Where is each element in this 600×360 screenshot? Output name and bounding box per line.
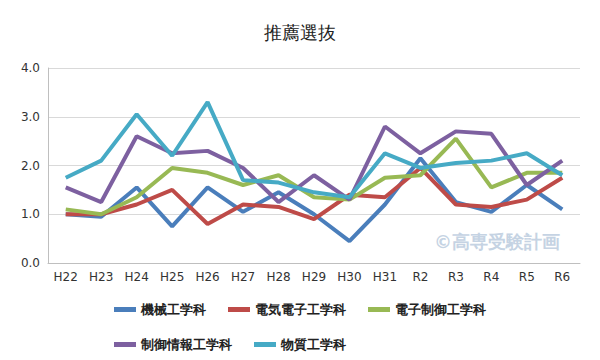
svg-text:H31: H31 bbox=[373, 270, 397, 284]
svg-text:0.0: 0.0 bbox=[21, 256, 40, 270]
svg-text:H27: H27 bbox=[231, 270, 255, 284]
svg-text:電子制御工学科: 電子制御工学科 bbox=[395, 302, 486, 317]
svg-text:2.0: 2.0 bbox=[21, 159, 40, 173]
svg-text:R6: R6 bbox=[554, 270, 570, 284]
svg-text:制御情報工学科: 制御情報工学科 bbox=[140, 337, 232, 352]
svg-text:H28: H28 bbox=[266, 270, 290, 284]
svg-text:H24: H24 bbox=[125, 270, 149, 284]
svg-text:推薦選抜: 推薦選抜 bbox=[264, 22, 336, 43]
svg-text:H29: H29 bbox=[302, 270, 326, 284]
svg-text:R2: R2 bbox=[412, 270, 428, 284]
svg-text:電気電子工学科: 電気電子工学科 bbox=[255, 302, 346, 317]
svg-text:R4: R4 bbox=[483, 270, 499, 284]
svg-text:H30: H30 bbox=[337, 270, 361, 284]
svg-text:R3: R3 bbox=[448, 270, 464, 284]
svg-text:R5: R5 bbox=[519, 270, 535, 284]
svg-text:物質工学科: 物質工学科 bbox=[280, 337, 346, 352]
svg-text:H23: H23 bbox=[89, 270, 113, 284]
svg-text:3.0: 3.0 bbox=[21, 110, 40, 124]
svg-text:1.0: 1.0 bbox=[21, 207, 40, 221]
svg-text:H26: H26 bbox=[195, 270, 219, 284]
svg-text:4.0: 4.0 bbox=[21, 61, 40, 75]
svg-text:H25: H25 bbox=[160, 270, 184, 284]
svg-text:©高専受験計画: ©高専受験計画 bbox=[434, 231, 560, 252]
svg-text:H22: H22 bbox=[54, 270, 78, 284]
svg-text:機械工学科: 機械工学科 bbox=[140, 302, 206, 317]
